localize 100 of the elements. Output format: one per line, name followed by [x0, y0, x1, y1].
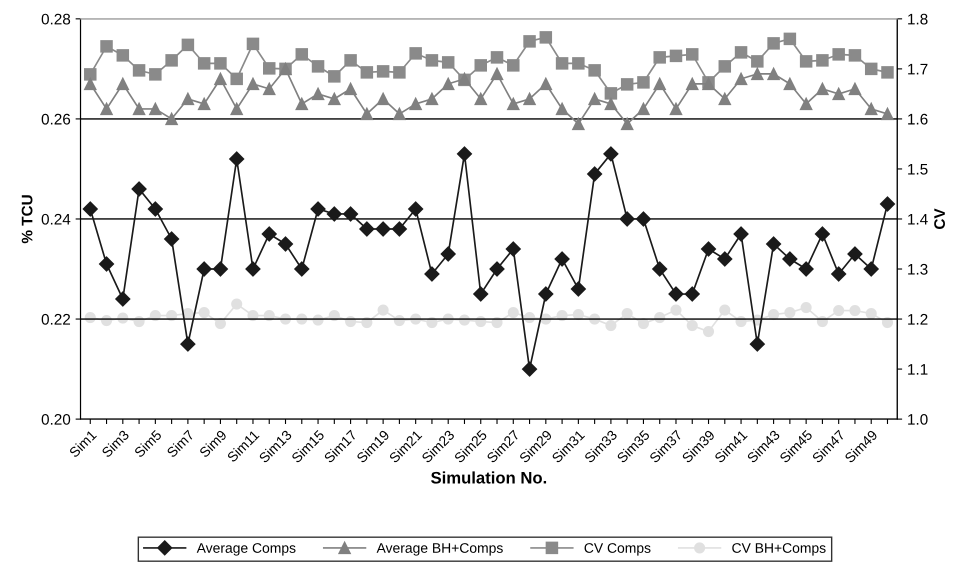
point — [734, 72, 748, 86]
point — [262, 82, 276, 96]
point — [473, 286, 488, 302]
y-tick-label: 0.24 — [42, 214, 70, 225]
point — [116, 49, 130, 62]
point — [198, 98, 210, 110]
point — [245, 261, 261, 277]
y-axis-title: % TCU — [22, 195, 32, 244]
point — [198, 57, 210, 70]
point — [150, 310, 161, 322]
point — [456, 146, 472, 162]
point — [229, 151, 244, 167]
y2-tick-label: 1.8 — [908, 14, 928, 25]
point — [718, 60, 732, 73]
y2-tick-label: 1.2 — [908, 314, 928, 325]
point — [165, 54, 178, 67]
point — [343, 206, 358, 222]
point — [717, 251, 732, 267]
point — [360, 66, 374, 79]
point — [556, 310, 568, 322]
point — [833, 304, 844, 316]
point — [784, 32, 796, 46]
point — [214, 72, 227, 86]
point — [880, 196, 896, 212]
point — [326, 206, 342, 222]
point — [733, 226, 749, 242]
point — [604, 98, 618, 110]
point — [458, 314, 470, 326]
legend-label: Average BH+Comps — [376, 543, 503, 556]
point — [376, 92, 390, 106]
point — [637, 76, 650, 89]
point — [474, 92, 487, 106]
point — [132, 102, 146, 116]
y-tick-label: 0.28 — [42, 14, 70, 25]
point — [408, 201, 424, 217]
legend-label: Average Comps — [196, 543, 296, 556]
point — [442, 56, 454, 69]
point — [345, 316, 356, 328]
point — [620, 118, 634, 130]
point — [100, 314, 112, 326]
point — [588, 64, 601, 77]
point — [587, 166, 602, 182]
point — [84, 78, 97, 90]
point — [556, 57, 568, 70]
point — [328, 92, 341, 106]
y2-tick-label: 1.7 — [908, 64, 928, 74]
point — [603, 146, 618, 162]
y2-tick-label: 1.3 — [908, 264, 928, 275]
point — [506, 241, 521, 257]
point — [262, 226, 277, 242]
point — [117, 312, 128, 324]
point — [489, 261, 505, 277]
point — [82, 201, 98, 217]
point — [864, 261, 879, 277]
point — [98, 256, 114, 272]
point — [604, 87, 618, 100]
point — [132, 181, 147, 197]
point — [280, 313, 292, 325]
y2-tick-label: 1.6 — [908, 114, 928, 125]
point — [686, 78, 698, 90]
point — [832, 88, 845, 100]
point — [508, 306, 519, 318]
point — [393, 66, 406, 79]
point — [572, 308, 584, 320]
point — [409, 98, 422, 110]
point — [344, 82, 357, 96]
point — [816, 54, 829, 67]
point — [361, 316, 372, 328]
point — [360, 108, 374, 120]
point — [800, 98, 812, 110]
point — [475, 316, 486, 328]
point — [540, 31, 552, 44]
legend-label: CV BH+Comps — [732, 543, 826, 556]
point — [426, 92, 438, 106]
point — [540, 78, 552, 90]
x-axis-title: Simulation No. — [431, 471, 546, 484]
point — [719, 304, 730, 316]
point — [198, 306, 210, 318]
point — [751, 55, 764, 68]
point — [767, 37, 780, 50]
point — [814, 226, 830, 242]
point — [246, 78, 260, 90]
point — [410, 313, 422, 325]
point — [588, 92, 601, 106]
point — [424, 266, 440, 282]
point — [849, 304, 861, 316]
point — [784, 306, 796, 318]
point — [214, 57, 227, 70]
point — [247, 310, 259, 322]
point — [409, 47, 422, 60]
point — [212, 261, 228, 277]
point — [638, 318, 649, 330]
point — [782, 251, 798, 267]
point — [605, 320, 616, 332]
point — [523, 92, 536, 106]
y2-tick-label: 1.4 — [908, 214, 928, 225]
point — [864, 62, 878, 76]
point — [296, 313, 308, 325]
point — [881, 66, 894, 79]
point — [702, 326, 714, 338]
